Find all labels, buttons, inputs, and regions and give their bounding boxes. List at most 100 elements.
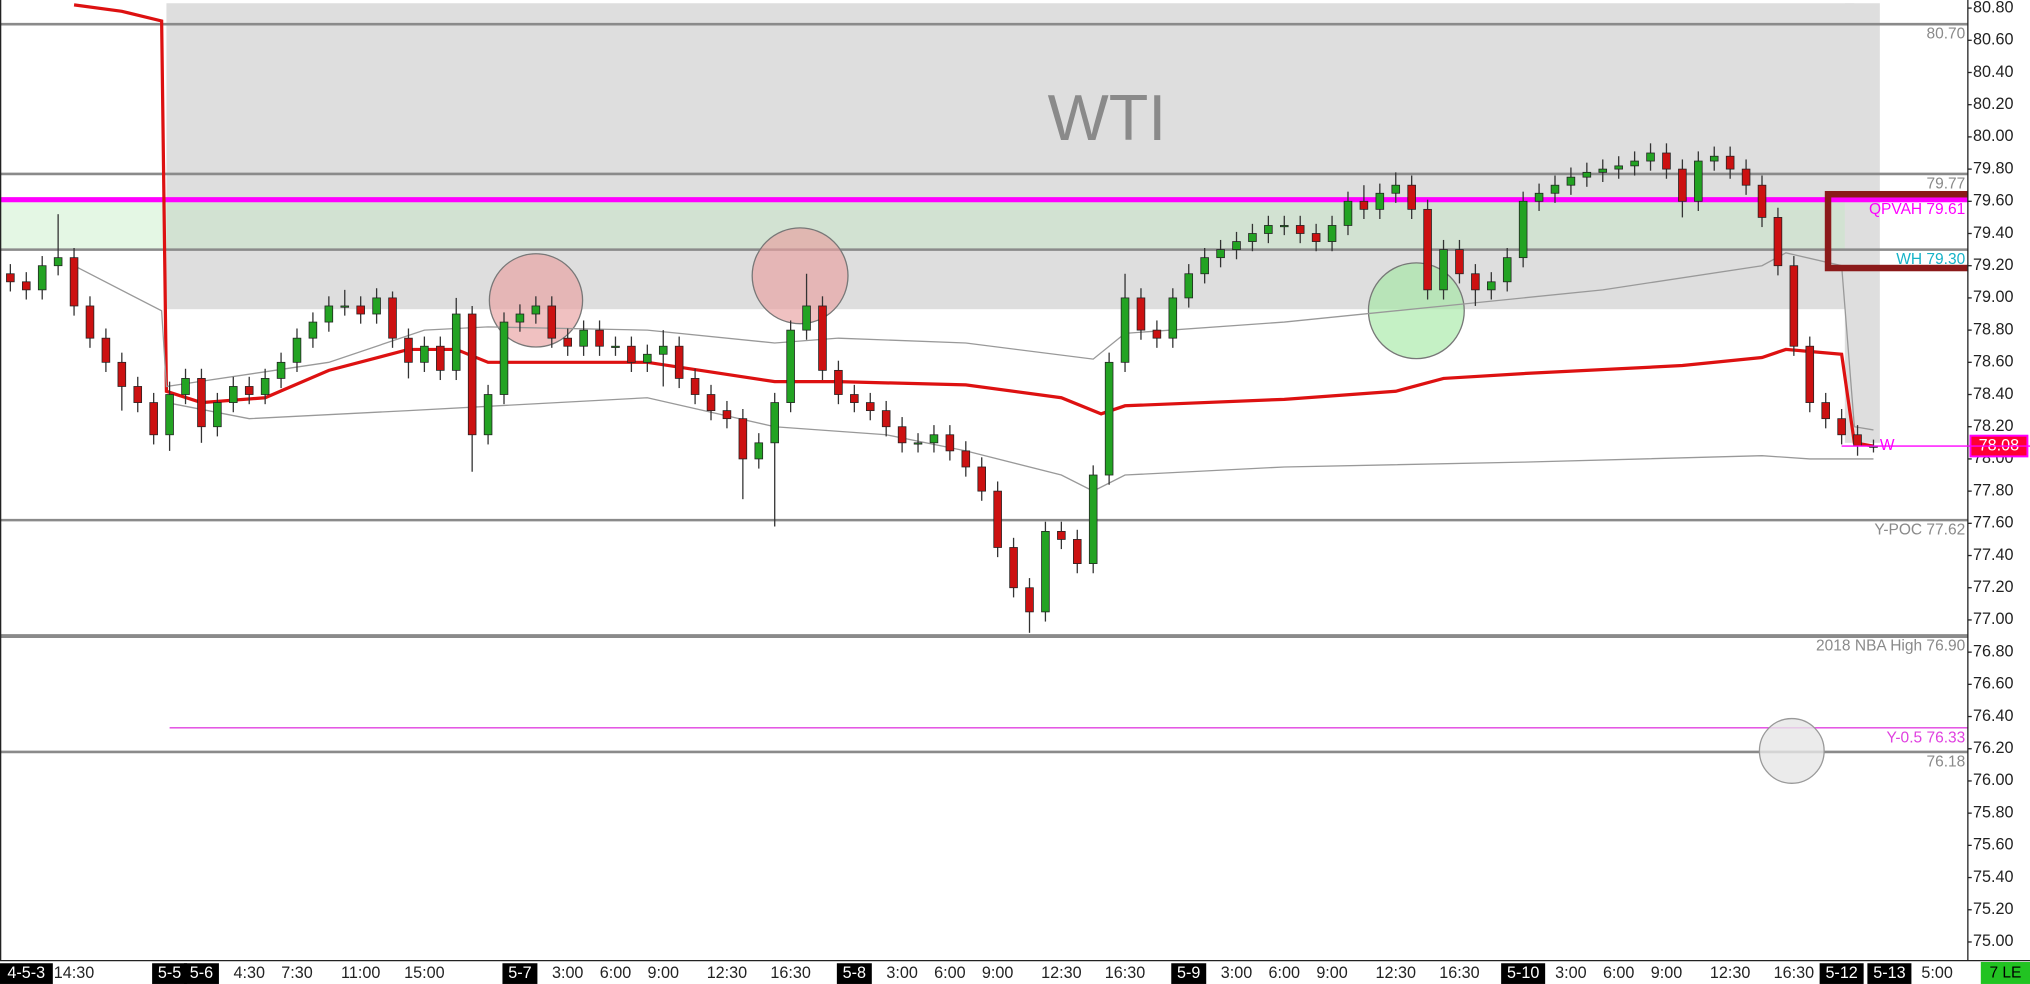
y-tick-label: 76.60: [1973, 675, 2013, 693]
candle-body: [133, 386, 143, 403]
x-date-label: 5-12: [1825, 964, 1857, 982]
candle-body: [1471, 273, 1480, 291]
candle-body: [372, 297, 381, 315]
candle-body: [467, 313, 477, 436]
x-tick-label: 16:30: [1439, 964, 1479, 982]
candle-body: [1072, 539, 1082, 564]
candle-body: [53, 257, 63, 267]
annotation-circle: [751, 227, 849, 325]
x-tick-label: 9:00: [648, 964, 679, 982]
candle-body: [1598, 168, 1608, 173]
last-price-label: 78.08: [1979, 436, 2019, 454]
y-tick-label: 76.80: [1973, 642, 2013, 660]
level-labels: 80.70 79.77 QPVAH 79.61 WH 79.30 Y-POC 77.62…: [1816, 26, 2030, 770]
candle-body: [547, 305, 557, 339]
candle-body: [531, 305, 541, 315]
candle-body: [1789, 265, 1799, 347]
overlay-line: [166, 397, 1874, 492]
candle-body: [1534, 192, 1544, 202]
candle-body: [165, 394, 174, 436]
annotation-circle: [1367, 262, 1465, 360]
candle-body: [1582, 171, 1592, 178]
levels: [0, 22, 1968, 754]
candle-body: [1805, 345, 1815, 403]
candle-body: [6, 273, 15, 283]
level-label: Y-0.5 76.33: [1886, 729, 1965, 746]
candle-body: [404, 337, 413, 363]
candle-body: [451, 313, 461, 371]
y-tick-label: 78.20: [1973, 417, 2013, 435]
candle-body: [834, 369, 843, 395]
y-tick-label: 75.40: [1973, 868, 2013, 886]
y-tick-label: 78.60: [1973, 353, 2013, 371]
x-tick-label: 12:30: [1376, 964, 1416, 982]
candle-body: [1725, 155, 1735, 170]
candle-body: [22, 281, 31, 291]
candle-body: [229, 386, 238, 403]
candle-body: [1248, 233, 1257, 242]
x-date-label: 5-7: [508, 964, 531, 982]
candle-body: [1264, 225, 1273, 234]
badge: 7 LE: [1989, 965, 2021, 982]
candle-body: [1327, 225, 1337, 242]
y-tick-label: 77.60: [1973, 514, 2013, 532]
level-label: 79.77: [1926, 175, 1965, 192]
level-label: 80.70: [1926, 26, 1965, 43]
candle-body: [961, 450, 971, 468]
candle-body: [1821, 402, 1830, 420]
candle-body: [483, 394, 493, 436]
x-tick-label: 3:00: [1221, 964, 1252, 982]
candle-body: [1343, 200, 1353, 226]
x-tick-label: 3:00: [886, 964, 917, 982]
candle-body: [881, 410, 891, 428]
candle-body: [85, 305, 95, 339]
candle-body: [276, 361, 286, 379]
y-tick-label: 80.80: [1973, 0, 2013, 16]
x-date-box: [152, 963, 188, 984]
candle-body: [802, 305, 811, 331]
candle-body: [1295, 225, 1305, 234]
candle-body: [738, 418, 748, 460]
x-axis: 4-5-3 14:30 5-5 5-6 4:30 7:30 11:00 15:00 5-7 3:0…: [0, 963, 1953, 984]
x-tick-label: 11:00: [341, 964, 380, 982]
y-tick-label: 75.80: [1973, 803, 2013, 821]
candle-body: [1120, 297, 1130, 363]
candle-body: [1200, 257, 1209, 275]
candle-body: [1455, 249, 1464, 275]
candle-body: [1057, 530, 1066, 540]
candle-body: [292, 337, 302, 363]
candle-body: [563, 337, 572, 347]
y-tick-label: 77.80: [1973, 481, 2013, 499]
y-tick-label: 78.80: [1973, 320, 2013, 338]
candle-body: [420, 345, 429, 363]
candle-body: [1757, 184, 1767, 218]
annotation-circle: [1758, 717, 1825, 784]
candle-body: [117, 361, 127, 387]
y-tick-label: 80.00: [1973, 127, 2013, 145]
candle-body: [1025, 587, 1034, 613]
x-date-label: 5-13: [1873, 964, 1905, 982]
candle-body: [499, 321, 509, 395]
x-tick-label: 16:30: [1105, 964, 1145, 982]
y-tick-label: 76.40: [1973, 707, 2013, 725]
candle-body: [1662, 152, 1671, 170]
candle-body: [754, 442, 764, 460]
x-tick-label: 12:30: [707, 964, 747, 982]
x-tick-label: 9:00: [1316, 964, 1347, 982]
candle-body: [436, 345, 445, 371]
candle-body: [1391, 184, 1401, 194]
candle-body: [1423, 208, 1432, 291]
x-tick-label: 6:00: [1603, 964, 1634, 982]
candle-body: [197, 378, 206, 428]
y-axis-background: [1967, 0, 2030, 961]
candle-body: [658, 345, 668, 355]
candle-body: [101, 337, 111, 363]
candle-body: [897, 426, 907, 444]
candle-body: [945, 434, 955, 452]
y-tick-label: 79.80: [1973, 159, 2013, 177]
candle-body: [1487, 281, 1496, 291]
candle-body: [181, 378, 190, 395]
candle-body: [1630, 160, 1639, 167]
candle-body: [706, 394, 716, 412]
x-tick-label: 16:30: [770, 964, 810, 982]
